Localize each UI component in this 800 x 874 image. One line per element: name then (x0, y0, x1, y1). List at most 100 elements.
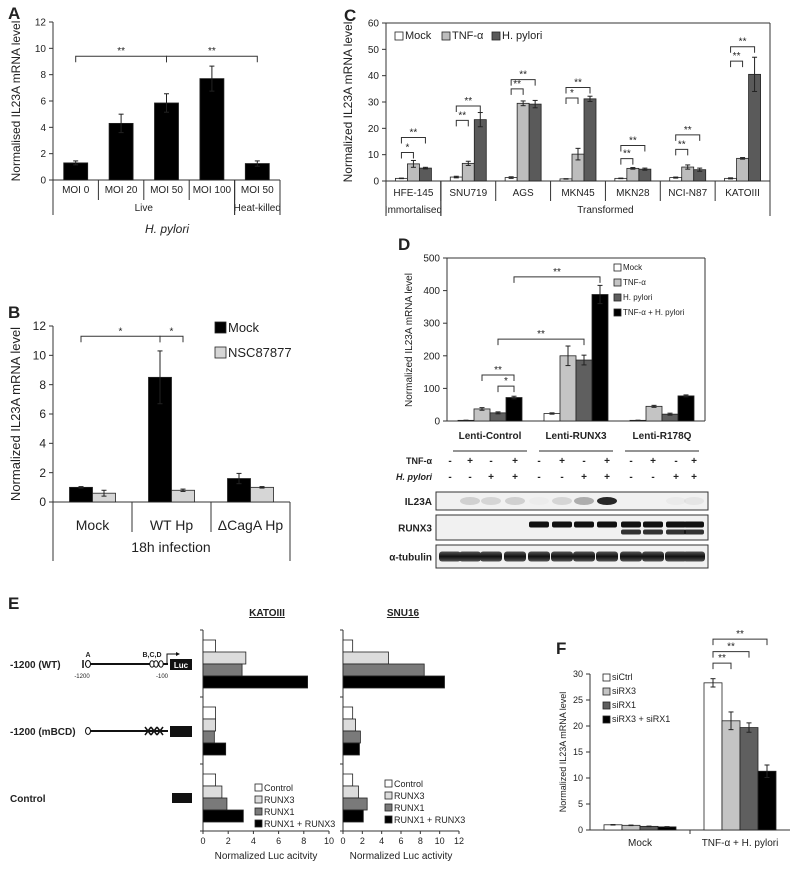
y-tick-label: 400 (423, 286, 440, 297)
y-axis-title: Normalized IL23A mRNA level (558, 692, 568, 813)
legend-swatch (254, 819, 263, 828)
y-tick-label: 10 (35, 44, 47, 55)
y-tick-label: 200 (423, 351, 440, 362)
significance-bracket (712, 662, 732, 670)
protein-band (505, 497, 525, 505)
significance-label: ** (494, 365, 502, 376)
treatment-sign: - (489, 456, 492, 467)
legend-label: H. pylori (623, 293, 653, 302)
y-tick-label: 10 (33, 349, 47, 363)
y-tick-label: 0 (373, 177, 379, 188)
protein-band (684, 529, 704, 535)
legend-swatch (254, 783, 263, 792)
protein-band (574, 497, 594, 505)
bar (591, 294, 609, 422)
legend-label: RUNX1 (264, 807, 295, 817)
legend-label: siRX1 (612, 700, 636, 710)
legend-label: siRX3 (612, 686, 636, 696)
treatment-sign: - (582, 456, 585, 467)
bar (342, 706, 354, 720)
category-label: MKN45 (561, 188, 595, 199)
y-tick-label: 4 (39, 437, 46, 451)
legend-swatch (214, 346, 227, 359)
significance-bracket (510, 88, 524, 95)
luc-reporter-box (170, 726, 192, 737)
bar (63, 162, 89, 181)
bar (721, 720, 741, 831)
runx-site-a (85, 727, 91, 735)
x-axis-title: Normalized Luc activity (350, 851, 453, 862)
treatment-sign: - (674, 456, 677, 467)
y-axis-title: Normalized IL23A mRNA level (8, 327, 23, 501)
x-tick-label: 4 (379, 836, 384, 846)
y-tick-label: 8 (39, 378, 46, 392)
treatment-label: TNF-α (406, 456, 432, 466)
legend-swatch (254, 795, 263, 804)
x-axis-title: 18h infection (131, 539, 210, 555)
protein-band (459, 551, 481, 562)
legend-label: RUNX3 (394, 791, 425, 801)
protein-band (552, 521, 572, 528)
protein-band (643, 529, 663, 535)
category-label: Lenti-RUNX3 (545, 431, 607, 442)
significance-bracket (712, 638, 768, 646)
x-tick-label: 2 (226, 836, 231, 846)
bar (626, 167, 640, 182)
significance-bracket (565, 97, 579, 105)
treatment-sign: + (488, 472, 494, 483)
legend-label: RUNX3 (264, 795, 295, 805)
significance-label: ** (519, 70, 527, 81)
protein-band (642, 551, 664, 562)
y-tick-label: 500 (423, 254, 440, 265)
y-tick-label: 20 (573, 721, 583, 731)
significance-label: ** (513, 79, 521, 90)
category-label: ΔCagA Hp (218, 517, 284, 533)
bar (202, 663, 243, 677)
bar (202, 651, 247, 665)
significance-bracket (400, 152, 414, 159)
blot-strip (435, 514, 709, 541)
legend-label: H. pylori (502, 30, 542, 42)
category-label: KATOIII (725, 188, 760, 199)
legend-swatch (384, 791, 393, 800)
panel-label-c: C (344, 6, 356, 25)
legend-swatch (602, 715, 611, 724)
bar (473, 408, 491, 422)
bar (575, 359, 593, 422)
legend-swatch (602, 701, 611, 710)
protein-band (643, 521, 663, 528)
luc-reporter-box (172, 793, 192, 803)
treatment-sign: + (512, 456, 518, 467)
protein-band (597, 497, 617, 505)
treatment-sign: + (673, 472, 679, 483)
category-label: AGS (513, 188, 534, 199)
bar (69, 486, 93, 503)
significance-label: * (119, 326, 123, 337)
chart-title: SNU16 (387, 608, 420, 619)
y-tick-label: 4 (40, 123, 46, 134)
y-axis-title: Normalised IL23A mRNA level (9, 21, 23, 182)
bar (202, 706, 216, 720)
band-label: IL23A (405, 497, 432, 508)
group-label: Live (135, 203, 154, 214)
treatment-sign: - (468, 472, 471, 483)
significance-label: ** (678, 139, 686, 150)
protein-band (574, 521, 594, 528)
category-label: MKN28 (616, 188, 650, 199)
significance-label: ** (629, 135, 637, 146)
bar (202, 797, 228, 811)
treatment-sign: - (537, 472, 540, 483)
luc-reporter-box (170, 659, 192, 670)
runx-site-bcd (153, 660, 159, 668)
significance-label: ** (537, 329, 545, 340)
site-a-label: A (85, 652, 90, 659)
bar (603, 824, 623, 831)
protein-band (684, 497, 704, 505)
significance-label: ** (464, 96, 472, 107)
mutated-site-icon (144, 726, 152, 736)
runx-site-a (85, 660, 91, 668)
significance-bracket (400, 137, 426, 144)
protein-band (666, 529, 686, 535)
bar (505, 397, 523, 422)
significance-label: ** (458, 110, 466, 121)
